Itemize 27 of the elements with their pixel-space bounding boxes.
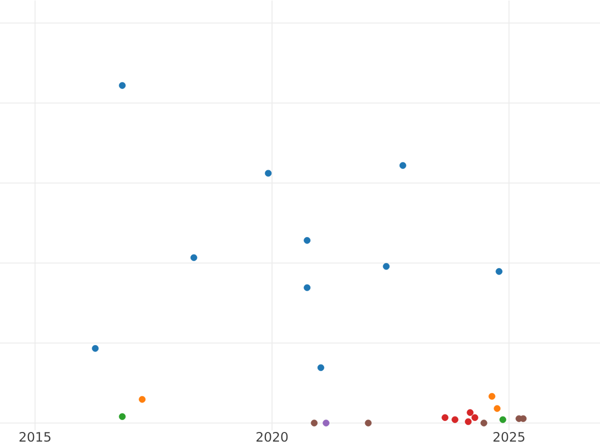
point: [92, 345, 99, 352]
x-tick-label: 2015: [20, 432, 50, 442]
point: [488, 392, 496, 400]
point: [190, 254, 198, 261]
x-tick-label: 2025: [493, 432, 524, 442]
point: [304, 237, 310, 244]
point: [494, 405, 501, 412]
x-tick-label: 2020: [256, 432, 288, 442]
point: [399, 162, 406, 169]
point: [118, 82, 126, 89]
point: [118, 413, 126, 420]
point: [364, 420, 372, 426]
point: [499, 416, 506, 423]
point: [322, 420, 330, 426]
point: [317, 364, 324, 372]
point: [480, 420, 488, 426]
point: [382, 262, 390, 270]
point: [310, 420, 318, 426]
point: [264, 170, 272, 177]
point: [464, 418, 472, 426]
point: [304, 284, 310, 292]
point: [466, 409, 474, 416]
point: [496, 268, 502, 275]
point: [442, 414, 448, 421]
point: [471, 414, 478, 421]
point: [452, 416, 458, 423]
point: [138, 396, 146, 403]
